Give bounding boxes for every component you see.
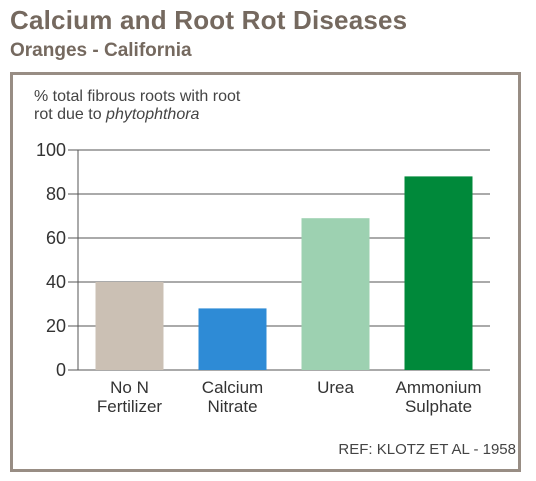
y-tick-label: 100 [36,140,66,160]
bar [95,282,164,370]
y-axis-label-line2: rot due to phytophthora [34,106,240,124]
x-category-label: Calcium [202,378,263,397]
x-category-label: No N [110,378,149,397]
x-category-label: Urea [317,378,354,397]
bar [198,308,267,370]
chart-title: Calcium and Root Rot Diseases [10,5,408,35]
y-axis-label-italic: phytophthora [106,106,200,123]
x-category-label: Nitrate [207,397,257,416]
y-axis-label: % total fibrous roots with root rot due … [34,88,240,124]
y-tick-label: 60 [46,228,66,248]
y-tick-label: 80 [46,184,66,204]
reference-note: REF: KLOTZ ET AL - 1958 [338,441,516,458]
y-tick-label: 0 [56,360,66,380]
chart-subtitle: Oranges - California [10,40,192,61]
chart-frame [10,72,521,472]
bar [301,218,370,370]
y-axis-label-prefix: rot due to [34,106,107,123]
y-tick-label: 40 [46,272,66,292]
x-category-label: Sulphate [405,397,472,416]
x-category-label: Fertilizer [97,397,163,416]
bar [404,176,473,370]
y-tick-label: 20 [46,316,66,336]
x-category-label: Ammonium [396,378,482,397]
y-axis-label-line1: % total fibrous roots with root [34,88,241,105]
